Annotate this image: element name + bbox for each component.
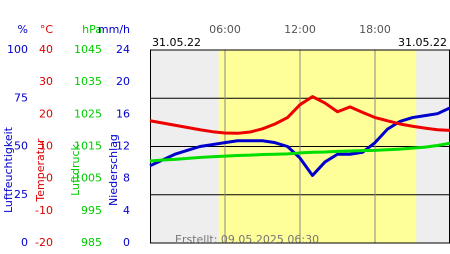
date-left: 31.05.22 bbox=[152, 36, 201, 49]
axis-unit: hPa bbox=[82, 23, 102, 36]
y-tick-label: -20 bbox=[35, 236, 53, 249]
axis-title: Luftfeuchtigkeit bbox=[2, 126, 15, 213]
x-tick-label: 18:00 bbox=[359, 23, 391, 36]
y-tick-label: 1045 bbox=[74, 43, 102, 56]
y-tick-label: 0 bbox=[46, 172, 53, 185]
date-right: 31.05.22 bbox=[398, 36, 447, 49]
y-tick-label: 10 bbox=[39, 140, 53, 153]
axis-unit: mm/h bbox=[98, 23, 130, 36]
series-line bbox=[149, 95, 450, 135]
axis-title: Luftdruck bbox=[69, 143, 82, 195]
x-tick-label: 06:00 bbox=[209, 23, 241, 36]
axis-title: Niederschlag bbox=[107, 134, 120, 206]
y-tick-label: 4 bbox=[123, 204, 130, 217]
series-line bbox=[149, 141, 450, 163]
axis-title: Temperatur bbox=[34, 138, 47, 203]
y-tick-label: -10 bbox=[35, 204, 53, 217]
y-tick-label: 8 bbox=[123, 172, 130, 185]
y-tick-label: 20 bbox=[116, 75, 130, 88]
axis-unit: °C bbox=[40, 23, 54, 36]
y-tick-label: 1025 bbox=[74, 107, 102, 120]
y-tick-label: 0 bbox=[123, 236, 130, 249]
y-tick-label: 50 bbox=[14, 140, 28, 153]
y-tick-label: 100 bbox=[7, 43, 28, 56]
y-tick-label: 0 bbox=[21, 236, 28, 249]
y-tick-label: 1035 bbox=[74, 75, 102, 88]
y-tick-label: 12 bbox=[116, 140, 130, 153]
x-tick-label: 12:00 bbox=[284, 23, 316, 36]
y-tick-label: 30 bbox=[39, 75, 53, 88]
axis-unit: % bbox=[18, 23, 28, 36]
y-tick-label: 75 bbox=[14, 91, 28, 104]
y-tick-label: 1015 bbox=[74, 140, 102, 153]
series-line bbox=[149, 106, 450, 177]
y-tick-label: 985 bbox=[81, 236, 102, 249]
y-tick-label: 25 bbox=[14, 188, 28, 201]
y-tick-label: 1005 bbox=[74, 172, 102, 185]
y-tick-label: 995 bbox=[81, 204, 102, 217]
y-tick-label: 24 bbox=[116, 43, 130, 56]
y-tick-label: 40 bbox=[39, 43, 53, 56]
footer: Erstellt: 09.05.2025 06:30 bbox=[175, 233, 319, 246]
y-tick-label: 16 bbox=[116, 107, 130, 120]
y-tick-label: 20 bbox=[39, 107, 53, 120]
